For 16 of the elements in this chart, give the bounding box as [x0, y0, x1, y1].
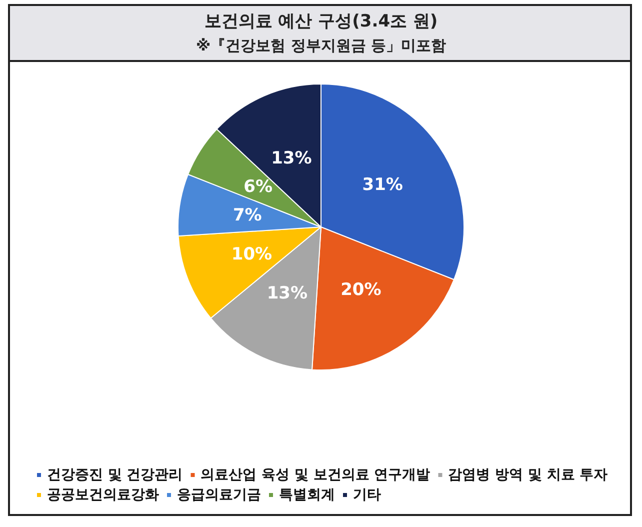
data-label: 7% [232, 205, 262, 226]
chart-subtitle: ※『건강보험 정부지원금 등」미포함 [196, 36, 446, 54]
chart-title: 보건의료 예산 구성(3.4조 원) [204, 12, 438, 32]
data-label: 10% [231, 244, 272, 264]
data-label: 20% [340, 280, 382, 300]
legend-label: 건강증진 및 건강관리 [47, 467, 183, 483]
legend-label: 의료산업 육성 및 보건의료 연구개발 [200, 467, 430, 483]
legend-label: 감염병 방역 및 치료 투자 [448, 467, 608, 483]
data-label: 13% [271, 148, 312, 169]
data-label: 31% [362, 175, 403, 196]
legend-label: 특별회계 [279, 487, 335, 503]
legend-label: 응급의료기금 [177, 487, 261, 503]
data-label: 13% [266, 283, 308, 304]
data-label: 6% [244, 177, 273, 198]
legend-label: 기타 [353, 487, 381, 503]
legend-label: 공공보건의료강화 [47, 487, 159, 503]
